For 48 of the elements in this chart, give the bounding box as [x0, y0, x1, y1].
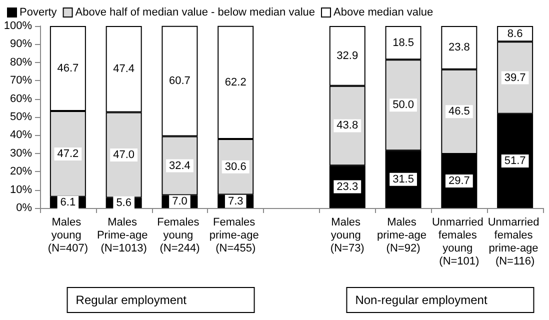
data-label: 23.8: [448, 42, 470, 54]
data-label: 39.7: [504, 72, 526, 84]
y-tick-label: 30%: [10, 147, 32, 160]
y-tick-label: 40%: [10, 129, 32, 142]
data-label: 29.7: [448, 174, 470, 187]
y-tick-label: 20%: [10, 166, 32, 178]
data-label: 43.8: [336, 120, 358, 132]
x-tick-label: Females prime-age (N=455): [209, 216, 262, 254]
legend-label: Poverty: [20, 6, 58, 18]
y-tick-label: 50%: [10, 111, 32, 123]
data-label: 60.7: [169, 75, 190, 88]
data-label: 31.5: [392, 173, 414, 186]
data-label: 23.3: [336, 180, 358, 193]
data-label: 18.5: [392, 36, 414, 49]
y-tick-label: 90%: [10, 38, 32, 50]
y-tick-label: 70%: [10, 74, 32, 87]
x-tick-label: Males prime-age (N=92): [376, 216, 430, 254]
y-tick-label: 100%: [4, 20, 32, 32]
data-label: 47.4: [113, 63, 135, 76]
legend-label: Above median value: [333, 6, 434, 18]
x-tick-label: Unmarried females young (N=101): [432, 216, 486, 268]
data-label: 46.7: [57, 62, 79, 74]
data-label: 5.6: [116, 196, 132, 209]
x-tick-label: Females young (N=244): [157, 216, 202, 254]
x-tick-label: Males young (N=407): [48, 216, 88, 254]
data-label: 51.7: [504, 154, 526, 167]
y-tick-label: 10%: [10, 184, 32, 196]
data-label: 50.0: [392, 99, 414, 112]
x-tick-label: Males young (N=73): [330, 216, 364, 254]
text: Regular employment: [76, 293, 188, 307]
y-tick-label: 60%: [10, 92, 32, 105]
data-label: 47.0: [113, 149, 135, 162]
data-label: 8.6: [507, 28, 523, 40]
data-label: 6.1: [60, 196, 76, 208]
data-label: 47.2: [57, 148, 79, 160]
text: Non-regular employment: [355, 293, 488, 307]
y-tick-label: 0%: [16, 202, 32, 214]
x-tick-label: Males Prime-age (N=1013): [96, 216, 151, 254]
data-label: 7.0: [172, 196, 188, 208]
x-tick-label: Unmarried females prime-age (N=116): [488, 216, 542, 268]
data-label: 30.6: [224, 160, 246, 173]
data-label: 62.2: [224, 76, 246, 88]
y-tick-label: 80%: [10, 56, 32, 68]
data-label: 32.4: [169, 160, 190, 172]
data-label: 32.9: [336, 50, 358, 62]
data-label: 46.5: [448, 106, 470, 118]
data-label: 7.3: [228, 195, 244, 208]
legend-label: Above half of median value - below median value: [75, 6, 315, 18]
